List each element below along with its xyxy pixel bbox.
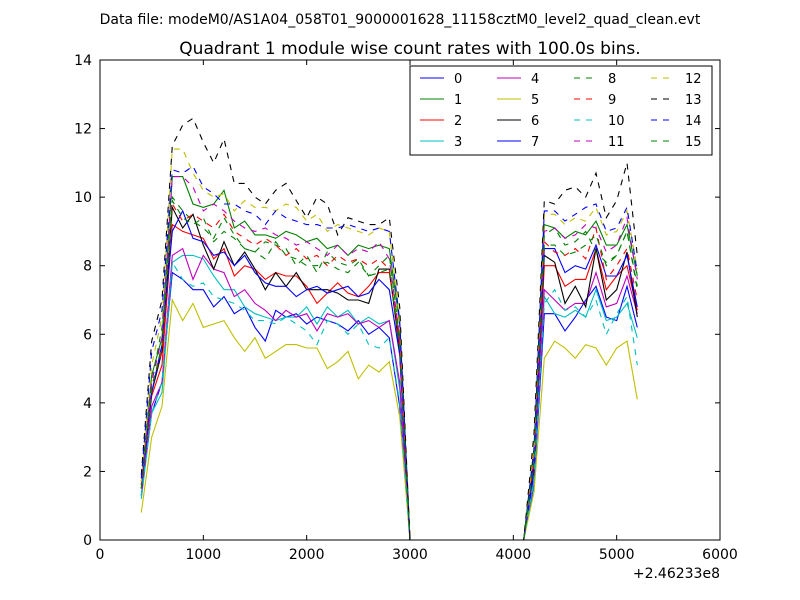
chart-title: Quadrant 1 module wise count rates with …: [179, 39, 640, 59]
series-line-15: [140, 198, 638, 541]
series-line-10: [140, 260, 638, 541]
x-tick-label: 4000: [496, 547, 532, 563]
y-tick-label: 2: [83, 464, 92, 480]
y-tick-label: 8: [83, 259, 92, 275]
series-line-13: [140, 117, 638, 541]
x-tick-label: 3000: [392, 547, 428, 563]
legend-label-6: 6: [531, 114, 539, 129]
y-tick-label: 4: [83, 396, 92, 412]
legend-label-1: 1: [454, 93, 462, 108]
series-line-3: [140, 254, 638, 541]
legend-label-9: 9: [608, 93, 616, 108]
x-tick-label: 1000: [186, 547, 222, 563]
y-tick-label: 12: [74, 122, 92, 138]
series-line-14: [140, 165, 638, 541]
x-tick-label: 2000: [289, 547, 325, 563]
legend-label-0: 0: [454, 72, 462, 87]
legend-label-7: 7: [531, 135, 539, 150]
legend-label-10: 10: [608, 114, 625, 129]
y-tick-label: 0: [83, 533, 92, 549]
x-tick-label: 0: [96, 547, 105, 563]
legend-label-5: 5: [531, 93, 539, 108]
series-line-12: [140, 148, 638, 541]
x-offset-label: +2.46233e8: [633, 566, 720, 582]
series-line-7: [140, 209, 638, 541]
legend-label-13: 13: [685, 93, 702, 108]
legend-label-11: 11: [608, 135, 625, 150]
legend-label-12: 12: [685, 72, 702, 87]
legend-label-8: 8: [608, 72, 616, 87]
legend-label-15: 15: [685, 135, 702, 150]
plot-area: [140, 117, 638, 541]
y-tick-label: 14: [74, 53, 92, 69]
legend-label-2: 2: [454, 114, 462, 129]
legend-frame: [409, 65, 713, 156]
x-tick-label: 5000: [599, 547, 635, 563]
chart-suptitle: Data file: modeM0/AS1A04_058T01_90000016…: [100, 12, 701, 28]
series-line-11: [140, 176, 638, 541]
y-tick-label: 6: [83, 327, 92, 343]
series-line-4: [140, 247, 638, 541]
legend-label-3: 3: [454, 135, 462, 150]
series-line-5: [140, 298, 638, 541]
legend-label-4: 4: [531, 72, 539, 87]
series-line-9: [140, 202, 638, 541]
series-line-0: [140, 271, 638, 541]
legend-label-14: 14: [685, 114, 702, 129]
y-tick-label: 10: [74, 190, 92, 206]
x-tick-label: 6000: [702, 547, 738, 563]
series-line-6: [140, 205, 638, 541]
